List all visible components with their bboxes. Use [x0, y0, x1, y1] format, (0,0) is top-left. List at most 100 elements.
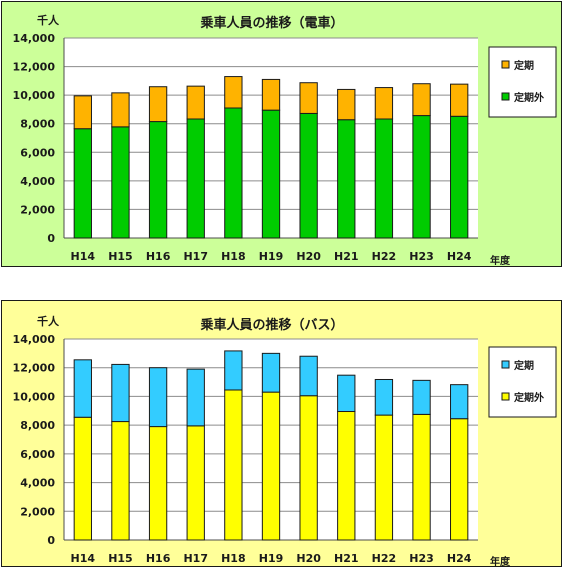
- bar-segment: [337, 411, 356, 541]
- legend-label: 定期: [514, 359, 534, 372]
- bus-chart: 乗車人員の推移（バス） 千人 0 2,000 4,000 6,000 8,000 10,000…: [13, 314, 557, 566]
- x-tick-label: H24: [447, 552, 472, 565]
- bar-segment: [261, 391, 281, 541]
- x-tick-label: H23: [409, 250, 434, 263]
- x-tick-label: H19: [259, 552, 284, 565]
- legend-swatch: [501, 60, 510, 69]
- bar-segment: [412, 115, 431, 239]
- bar-segment: [148, 86, 168, 123]
- bar-segment: [111, 126, 130, 239]
- bar-segment: [374, 118, 394, 239]
- bar-segment: [148, 367, 168, 428]
- bar-segment: [374, 378, 394, 416]
- y-tick-label: 4,000: [20, 175, 55, 188]
- bar-segment: [337, 119, 356, 239]
- x-tick-label: H24: [447, 250, 472, 263]
- bar-segment: [73, 95, 92, 130]
- bar-segment: [450, 83, 469, 117]
- x-tick-label: H20: [296, 250, 321, 263]
- legend-box: [488, 46, 557, 118]
- x-tick-label: H15: [108, 250, 133, 263]
- y-tick-label: 12,000: [13, 362, 56, 375]
- legend-box: [488, 346, 557, 418]
- x-axis-label: 年度: [490, 254, 511, 266]
- y-tick-label: 6,000: [20, 146, 55, 159]
- bar-segment: [186, 368, 205, 427]
- bar-segment: [186, 118, 205, 239]
- legend-swatch: [501, 92, 510, 101]
- bar-segment: [374, 87, 394, 120]
- y-unit-label: 千人: [37, 13, 60, 27]
- x-tick-label: H18: [221, 552, 246, 565]
- y-tick-label: 12,000: [13, 61, 56, 74]
- x-tick-label: H18: [221, 250, 246, 263]
- y-tick-label: 8,000: [20, 118, 55, 131]
- legend-label: 定期外: [514, 391, 544, 404]
- bar-segment: [111, 92, 130, 128]
- bar-segment: [299, 112, 318, 239]
- x-tick-label: H16: [146, 552, 171, 565]
- x-tick-label: H19: [259, 250, 284, 263]
- bar-segment: [73, 359, 92, 418]
- y-tick-label: 0: [47, 232, 55, 245]
- bar-segment: [337, 88, 356, 121]
- legend-label: 定期外: [514, 91, 544, 104]
- legend-label: 定期: [514, 59, 534, 72]
- x-tick-label: H17: [183, 552, 208, 565]
- bar-segment: [299, 355, 318, 397]
- y-tick-label: 10,000: [13, 89, 56, 102]
- bar-segment: [412, 83, 431, 117]
- bar-segment: [73, 416, 92, 541]
- chart-title: 乗車人員の推移（バス）: [199, 317, 343, 333]
- x-tick-label: H14: [71, 250, 96, 263]
- bar-segment: [337, 374, 356, 413]
- x-tick-label: H14: [71, 552, 96, 565]
- bar-segment: [374, 414, 394, 541]
- x-tick-label: H22: [372, 552, 397, 565]
- y-tick-label: 2,000: [20, 203, 55, 216]
- bar-segment: [224, 389, 243, 541]
- x-tick-label: H21: [334, 250, 359, 263]
- train-chart: 乗車人員の推移（電車） 千人 0 2,000 4,000 6,000 8,000 10,000…: [13, 13, 557, 266]
- y-tick-label: 2,000: [20, 505, 55, 518]
- legend-swatch: [501, 360, 510, 369]
- bar-segment: [261, 109, 281, 239]
- x-tick-label: H16: [146, 250, 171, 263]
- bar-segment: [186, 425, 205, 541]
- x-tick-label: H22: [372, 250, 397, 263]
- bar-segment: [450, 384, 469, 420]
- chart-title: 乗車人員の推移（電車）: [199, 15, 343, 31]
- y-tick-label: 10,000: [13, 390, 56, 403]
- bar-segment: [299, 82, 318, 114]
- x-axis-label: 年度: [490, 555, 511, 566]
- legend-swatch: [501, 392, 510, 401]
- y-tick-label: 6,000: [20, 448, 55, 461]
- x-tick-label: H17: [183, 250, 208, 263]
- train-chart-panel: 乗車人員の推移（電車） 千人 0 2,000 4,000 6,000 8,000 10,000…: [1, 1, 562, 267]
- bar-segment: [224, 107, 243, 239]
- y-tick-label: 8,000: [20, 419, 55, 432]
- bar-segment: [412, 413, 431, 541]
- bar-segment: [224, 350, 243, 391]
- bar-segment: [111, 363, 130, 423]
- bar-segment: [450, 418, 469, 541]
- bar-segment: [73, 128, 92, 239]
- bar-segment: [261, 78, 281, 111]
- y-tick-label: 14,000: [13, 32, 56, 45]
- x-tick-label: H20: [296, 552, 321, 565]
- bar-segment: [148, 426, 168, 541]
- y-tick-label: 0: [47, 534, 55, 547]
- y-unit-label: 千人: [37, 314, 60, 328]
- bar-segment: [224, 76, 243, 109]
- bar-segment: [412, 379, 431, 415]
- x-tick-label: H15: [108, 552, 133, 565]
- y-tick-label: 4,000: [20, 477, 55, 490]
- bar-segment: [450, 115, 469, 239]
- bar-segment: [186, 85, 205, 120]
- bar-segment: [148, 121, 168, 239]
- x-tick-label: H21: [334, 552, 359, 565]
- bar-segment: [261, 352, 281, 393]
- bar-segment: [299, 395, 318, 541]
- bar-segment: [111, 421, 130, 541]
- y-tick-label: 14,000: [13, 333, 56, 346]
